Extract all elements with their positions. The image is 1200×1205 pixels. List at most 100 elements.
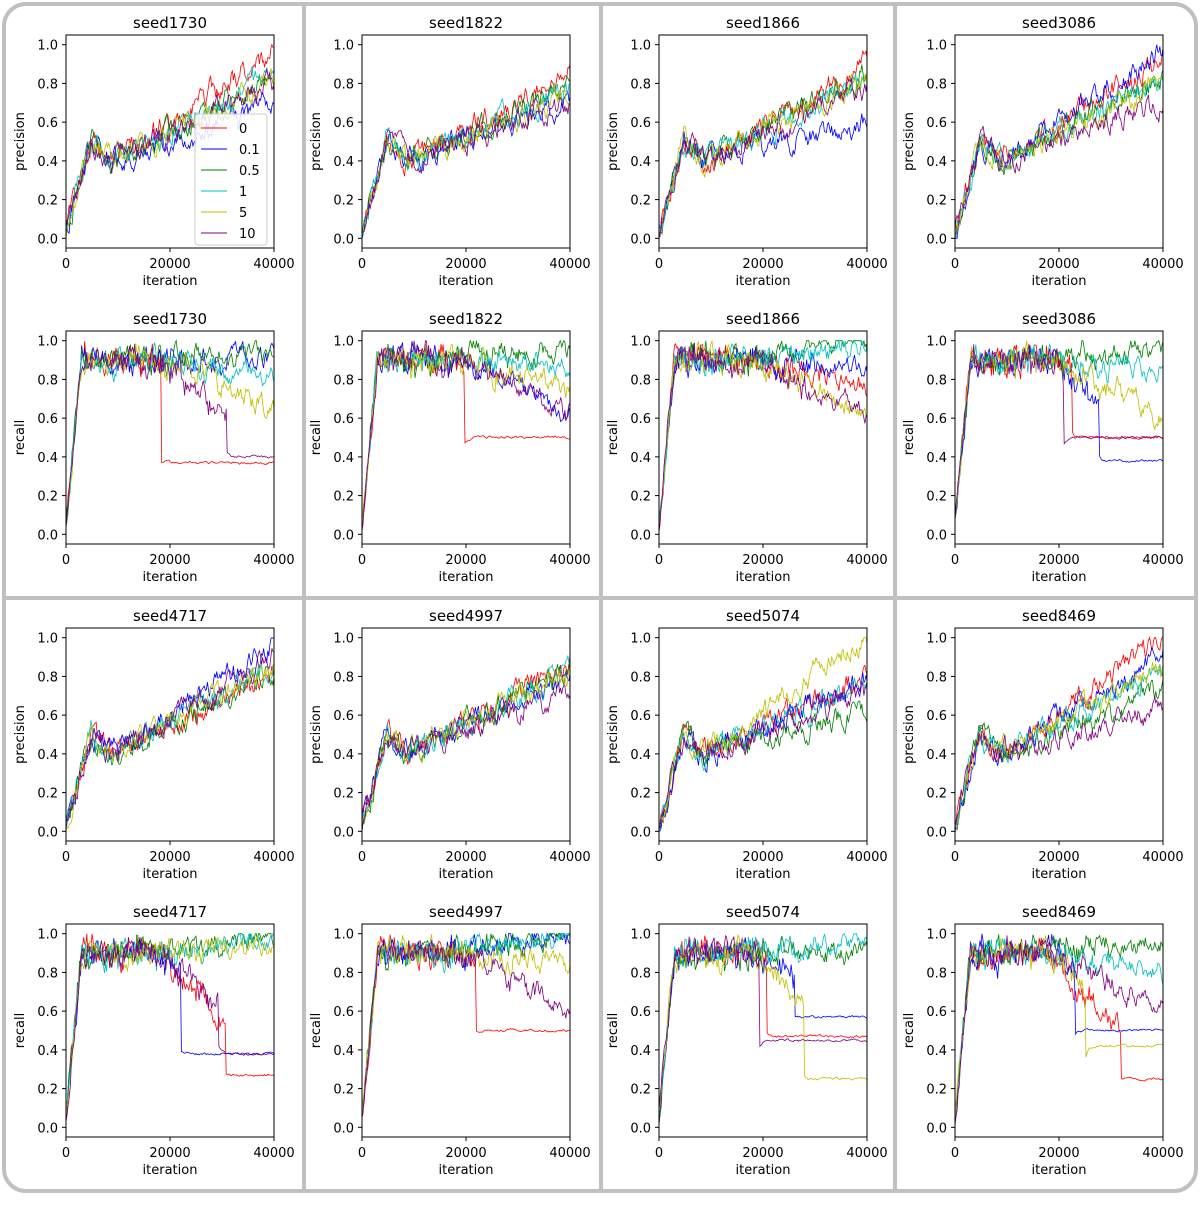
y-axis-label: precision: [902, 112, 917, 171]
series-line-10: [954, 696, 1164, 826]
x-tick-label: 40000: [253, 553, 294, 568]
series-line-1: [658, 933, 868, 1111]
y-tick-label: 0.4: [37, 1044, 58, 1059]
series-line-1: [954, 664, 1164, 828]
x-tick-label: 0: [62, 1146, 70, 1161]
x-tick-label: 0: [358, 1146, 366, 1161]
y-tick-label: 0.8: [630, 966, 651, 981]
y-tick-label: 0.6: [333, 1005, 354, 1020]
y-tick-label: 0.8: [630, 77, 651, 92]
y-tick-label: 0.4: [630, 155, 651, 170]
y-tick-label: 1.0: [926, 39, 947, 54]
y-tick-label: 0.2: [926, 194, 947, 209]
x-tick-label: 20000: [149, 850, 190, 865]
y-tick-label: 0.2: [37, 490, 58, 505]
y-axis-label: precision: [309, 112, 324, 171]
y-tick-label: 0.0: [37, 232, 58, 247]
subplot: seed3086 0.0 0.2 0.4 0.6 0.8 1.0 0 20000 40000 ite…: [902, 14, 1184, 289]
y-tick-label: 0.2: [333, 194, 354, 209]
series-line-1: [658, 72, 868, 227]
y-tick-label: 1.0: [37, 335, 58, 350]
y-tick-label: 0.0: [37, 1121, 58, 1136]
y-tick-label: 0.4: [37, 451, 58, 466]
y-tick-label: 0.6: [926, 1005, 947, 1020]
series-line-10: [361, 682, 571, 832]
y-tick-label: 1.0: [630, 928, 651, 943]
y-tick-label: 0.0: [333, 528, 354, 543]
y-tick-label: 0.8: [37, 373, 58, 388]
x-axis-label: iteration: [143, 274, 198, 289]
y-tick-label: 0.4: [926, 155, 947, 170]
y-tick-label: 0.8: [926, 670, 947, 685]
series-line-1: [65, 342, 275, 527]
y-tick-label: 0.2: [630, 787, 651, 802]
x-axis-label: iteration: [1032, 1163, 1087, 1178]
subplot-title: seed4717: [133, 903, 207, 921]
subplot: seed1822 0.0 0.2 0.4 0.6 0.8 1.0 0 20000 40000 ite…: [309, 310, 591, 585]
y-tick-label: 0.8: [926, 77, 947, 92]
series-line-0.5: [658, 700, 868, 826]
y-tick-label: 0.4: [630, 451, 651, 466]
x-tick-label: 20000: [742, 850, 783, 865]
x-tick-label: 20000: [445, 850, 486, 865]
legend-label-1: 1: [239, 185, 247, 200]
x-tick-label: 0: [62, 850, 70, 865]
subplot: seed8469 0.0 0.2 0.4 0.6 0.8 1.0 0 20000 40000 ite…: [902, 903, 1184, 1178]
x-axis-label: iteration: [143, 1163, 198, 1178]
x-tick-label: 20000: [445, 257, 486, 272]
y-tick-label: 0.6: [926, 412, 947, 427]
series-line-10: [65, 68, 275, 228]
y-tick-label: 0.0: [333, 825, 354, 840]
y-axis-label: recall: [309, 420, 324, 455]
x-tick-label: 0: [655, 553, 663, 568]
y-tick-label: 0.8: [333, 670, 354, 685]
y-axis-label: precision: [606, 112, 621, 171]
x-tick-label: 40000: [253, 850, 294, 865]
subplot-title: seed5074: [726, 607, 800, 625]
subplot: seed1730 0.0 0.2 0.4 0.6 0.8 1.0 0 20000 40000 ite…: [13, 310, 295, 585]
x-axis-label: iteration: [736, 274, 791, 289]
y-tick-label: 0.6: [333, 709, 354, 724]
x-tick-label: 0: [62, 257, 70, 272]
y-tick-label: 1.0: [333, 39, 354, 54]
y-tick-label: 1.0: [333, 928, 354, 943]
y-tick-label: 0.6: [37, 116, 58, 131]
series-line-0.5: [658, 935, 868, 1125]
y-tick-label: 0.6: [37, 412, 58, 427]
y-tick-label: 0.6: [333, 116, 354, 131]
subplot-title: seed4717: [133, 607, 207, 625]
y-tick-label: 0.0: [630, 1121, 651, 1136]
subplot: seed1866 0.0 0.2 0.4 0.6 0.8 1.0 0 20000 40000 ite…: [606, 310, 888, 585]
y-tick-label: 0.4: [333, 451, 354, 466]
x-tick-label: 0: [951, 257, 959, 272]
y-tick-label: 0.2: [926, 1083, 947, 1098]
x-axis-label: iteration: [736, 1163, 791, 1178]
y-axis-label: precision: [13, 112, 28, 171]
y-tick-label: 0.6: [37, 1005, 58, 1020]
series-line-10: [65, 648, 275, 823]
x-tick-label: 0: [951, 1146, 959, 1161]
series-line-10: [954, 94, 1164, 231]
series-line-1: [65, 66, 275, 232]
series-line-0: [65, 43, 275, 229]
y-axis-label: precision: [13, 705, 28, 764]
y-tick-label: 0.8: [37, 670, 58, 685]
x-tick-label: 0: [358, 257, 366, 272]
subplot: seed4717 0.0 0.2 0.4 0.6 0.8 1.0 0 20000 40000 ite…: [13, 903, 295, 1178]
y-axis-label: recall: [902, 420, 917, 455]
subplot: seed4717 0.0 0.2 0.4 0.6 0.8 1.0 0 20000 40000 ite…: [13, 607, 295, 882]
series-line-5: [658, 637, 868, 823]
y-tick-label: 0.2: [630, 1083, 651, 1098]
x-axis-label: iteration: [439, 570, 494, 585]
y-tick-label: 0.6: [926, 116, 947, 131]
series-line-1: [65, 664, 275, 827]
x-tick-label: 40000: [253, 257, 294, 272]
series-line-10: [658, 680, 868, 829]
series-line-10: [65, 937, 275, 1122]
x-tick-label: 0: [358, 850, 366, 865]
y-tick-label: 0.8: [333, 966, 354, 981]
y-tick-label: 0.6: [37, 709, 58, 724]
series-line-10: [658, 77, 868, 238]
y-axis-label: recall: [13, 420, 28, 455]
y-tick-label: 0.0: [926, 232, 947, 247]
